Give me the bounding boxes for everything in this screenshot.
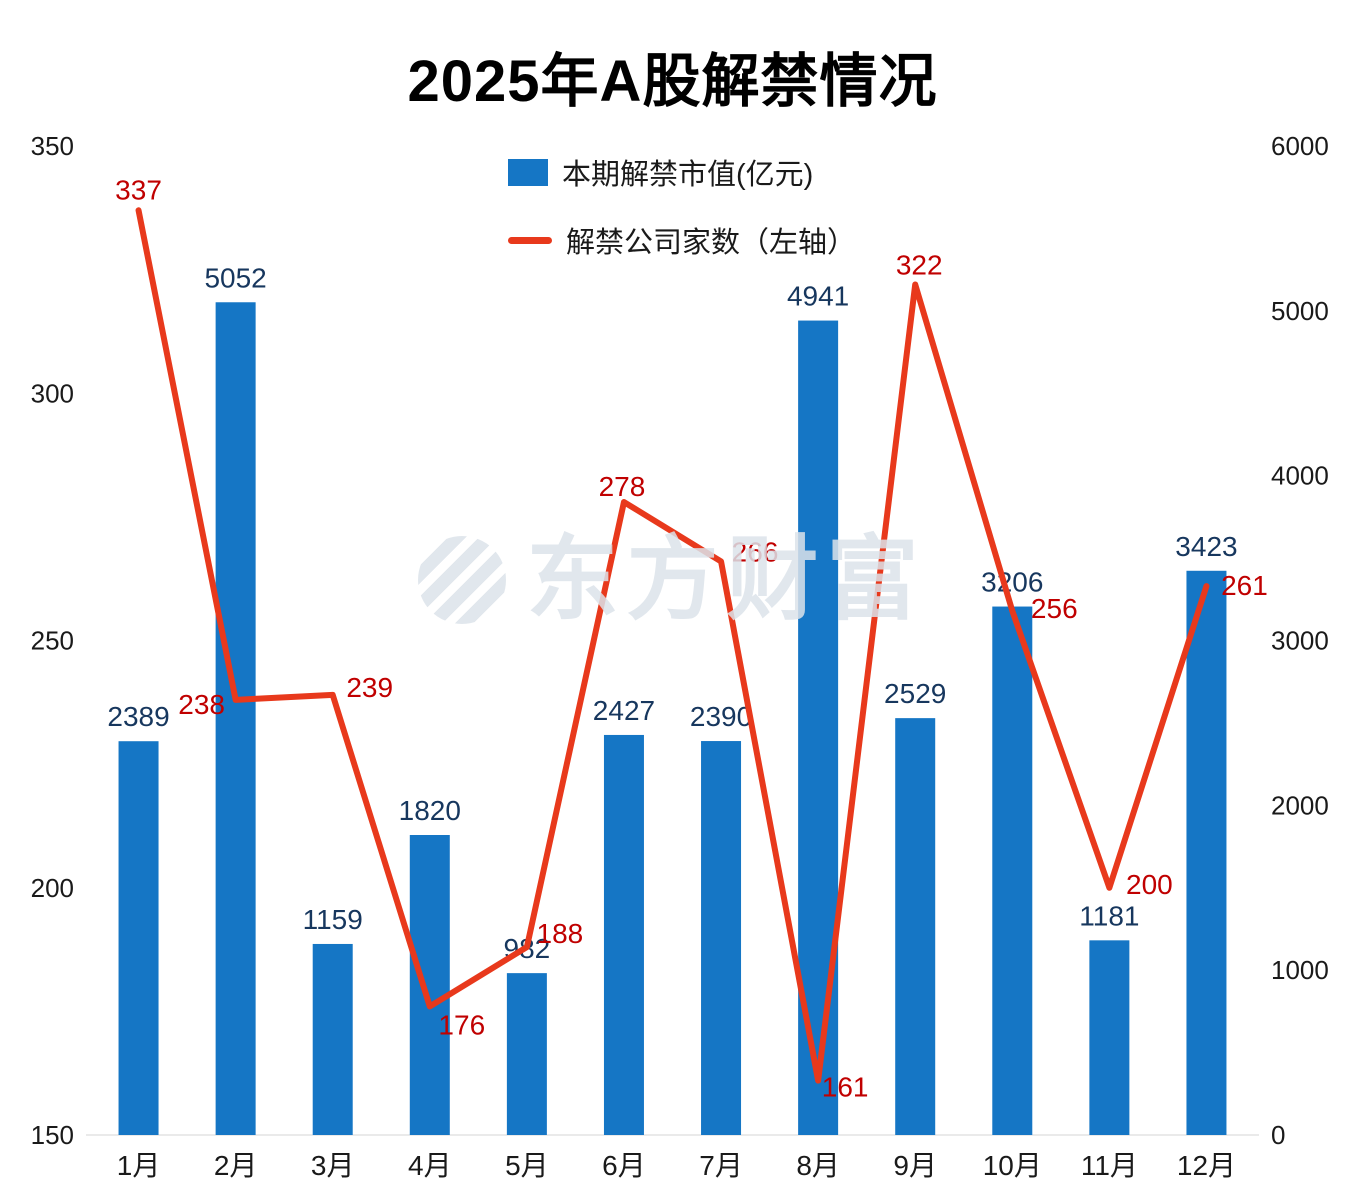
x-axis-category-label: 3月 xyxy=(311,1150,355,1181)
right-axis-tick-label: 5000 xyxy=(1271,296,1329,326)
right-axis-tick-label: 6000 xyxy=(1271,131,1329,161)
line-value-label: 188 xyxy=(537,918,584,949)
right-axis-tick-label: 1000 xyxy=(1271,955,1329,985)
x-axis-category-label: 9月 xyxy=(893,1150,937,1181)
line-value-label: 176 xyxy=(438,1009,485,1040)
bar-value-label: 1181 xyxy=(1079,900,1139,931)
line-value-label: 238 xyxy=(178,689,225,720)
right-axis-tick-label: 0 xyxy=(1271,1120,1285,1150)
bar-1月 xyxy=(118,741,159,1135)
bar-value-label: 2389 xyxy=(107,701,169,732)
legend-item-line-series: 解禁公司家数（左轴） xyxy=(508,219,856,261)
line-value-label: 322 xyxy=(896,249,943,280)
bar-9月 xyxy=(895,718,936,1135)
bar-value-label: 5052 xyxy=(204,262,266,293)
x-axis-category-label: 6月 xyxy=(602,1150,646,1181)
companies-line xyxy=(135,207,1210,1084)
bar-3月 xyxy=(312,943,353,1135)
bar-10月 xyxy=(992,606,1033,1135)
bar-value-label: 1159 xyxy=(303,904,363,935)
bar-5月 xyxy=(506,973,547,1135)
bar-11月 xyxy=(1089,940,1130,1135)
right-axis-tick-label: 4000 xyxy=(1271,461,1329,491)
bar-value-label: 3206 xyxy=(981,567,1043,598)
line-value-label: 239 xyxy=(346,672,393,703)
line-value-label: 256 xyxy=(1031,593,1078,624)
legend: 本期解禁市值(亿元) 解禁公司家数（左轴） xyxy=(508,151,856,261)
bar-12月 xyxy=(1186,570,1227,1135)
left-axis-tick-label: 350 xyxy=(31,131,74,161)
x-axis-category-label: 4月 xyxy=(408,1150,452,1181)
left-axis-tick-label: 150 xyxy=(31,1120,74,1150)
legend-label: 本期解禁市值(亿元) xyxy=(562,159,814,191)
right-axis-tick-label: 2000 xyxy=(1271,790,1329,820)
x-axis-category-label: 2月 xyxy=(214,1150,258,1181)
x-axis-category-label: 11月 xyxy=(1081,1150,1138,1181)
bar-4月 xyxy=(409,835,450,1135)
line-value-label: 337 xyxy=(115,174,162,205)
bar-6月 xyxy=(603,734,644,1135)
line-value-label: 261 xyxy=(1221,570,1268,601)
x-axis-category-label: 1月 xyxy=(117,1150,161,1181)
line-value-label: 266 xyxy=(732,536,779,567)
legend-item-bar-series: 本期解禁市值(亿元) xyxy=(508,151,856,193)
line-swatch-icon xyxy=(508,236,552,244)
x-axis-category-label: 10月 xyxy=(983,1150,1042,1181)
x-axis-category-label: 7月 xyxy=(699,1150,743,1181)
bar-2月 xyxy=(215,302,256,1136)
x-axis-category-label: 8月 xyxy=(796,1150,840,1181)
line-value-label: 278 xyxy=(599,471,646,502)
right-axis-tick-label: 3000 xyxy=(1271,626,1329,656)
bar-value-label: 2529 xyxy=(884,678,946,709)
bar-value-label: 2390 xyxy=(690,701,752,732)
x-axis-category-label: 5月 xyxy=(505,1150,549,1181)
bar-swatch-icon xyxy=(508,158,548,186)
x-axis-category-label: 12月 xyxy=(1177,1150,1236,1181)
bar-value-label: 2427 xyxy=(593,695,655,726)
bar-7月 xyxy=(701,741,742,1135)
bar-value-label: 1820 xyxy=(399,795,461,826)
legend-label: 解禁公司家数（左轴） xyxy=(566,227,857,259)
line-value-label: 200 xyxy=(1126,869,1173,900)
chart-title: 2025年A股解禁情况 xyxy=(407,49,938,114)
left-axis-tick-label: 250 xyxy=(31,626,74,656)
left-axis-tick-label: 200 xyxy=(31,873,74,903)
bar-value-label: 4941 xyxy=(787,281,849,312)
line-value-label: 161 xyxy=(822,1072,869,1103)
bar-value-label: 3423 xyxy=(1175,531,1237,562)
left-axis-tick-label: 300 xyxy=(31,378,74,408)
